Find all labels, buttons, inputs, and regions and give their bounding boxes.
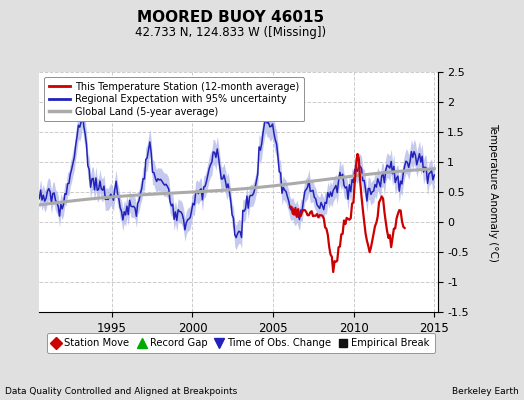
Y-axis label: Temperature Anomaly (°C): Temperature Anomaly (°C): [488, 122, 498, 262]
Legend: This Temperature Station (12-month average), Regional Expectation with 95% uncer: This Temperature Station (12-month avera…: [44, 77, 304, 122]
Text: 42.733 N, 124.833 W ([Missing]): 42.733 N, 124.833 W ([Missing]): [135, 26, 326, 39]
Legend: Station Move, Record Gap, Time of Obs. Change, Empirical Break: Station Move, Record Gap, Time of Obs. C…: [47, 333, 435, 353]
Text: Berkeley Earth: Berkeley Earth: [452, 387, 519, 396]
Text: Data Quality Controlled and Aligned at Breakpoints: Data Quality Controlled and Aligned at B…: [5, 387, 237, 396]
Text: MOORED BUOY 46015: MOORED BUOY 46015: [137, 10, 324, 25]
